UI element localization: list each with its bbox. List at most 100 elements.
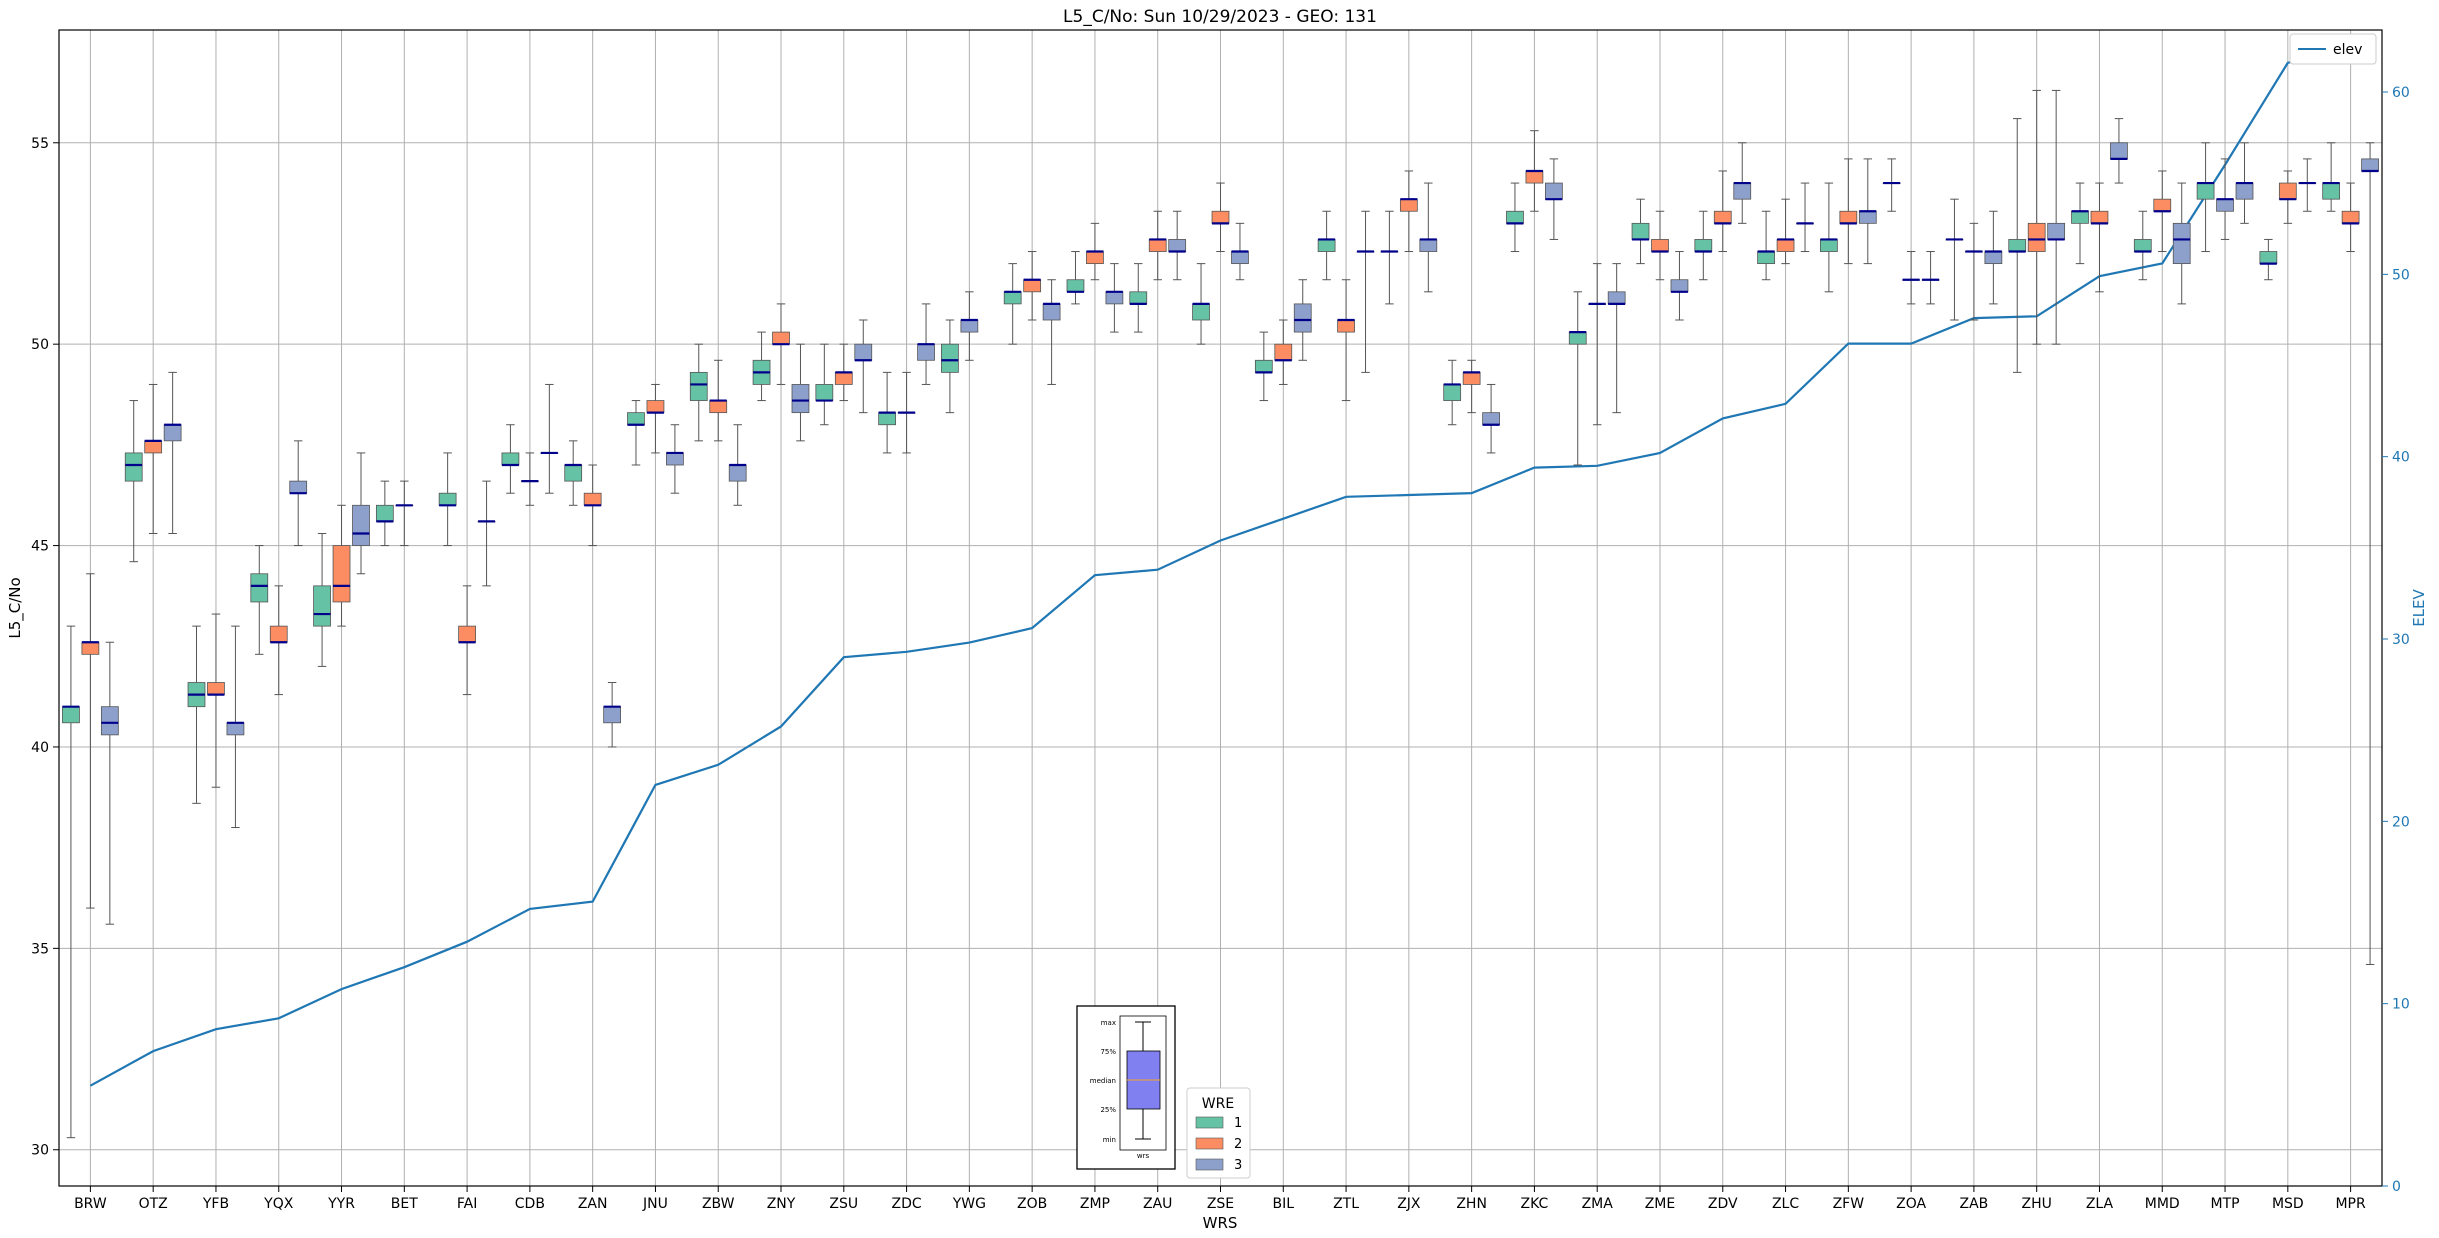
box-plot-yqx-wre3 [289,440,308,547]
box-plot-yyr-wre1 [313,532,331,667]
box-plot-zme-wre1 [1631,198,1650,265]
y2-tick-label: 0 [2392,1179,2401,1195]
x-tick-label: YQX [263,1196,294,1212]
y2-tick-label: 30 [2392,632,2410,648]
box-plot-mmd-wre3 [2172,182,2191,305]
x-tick-label: ZDC [892,1196,922,1212]
x-tick-label: JNU [642,1196,668,1212]
box-body [438,492,457,506]
box-plot-bil-wre1 [1254,331,1273,402]
y2-tick-label: 60 [2392,85,2410,101]
box-body [1651,239,1669,252]
box-body [564,464,583,482]
box-plot-zse-wre3 [1231,222,1249,281]
x-tick-label: ZTL [1333,1196,1359,1212]
x-tick-label: OTZ [139,1196,168,1212]
x-tick-label: FAI [457,1196,477,1212]
box-plot-zhu-wre3 [2047,89,2066,345]
box-body [728,464,747,482]
wre-legend-title: WRE [1202,1096,1234,1112]
box-body [1337,319,1355,333]
box-body [1042,303,1061,321]
box-body [1211,210,1230,224]
x-tick-label: CDB [515,1196,545,1212]
box-body [1525,170,1544,184]
box-body [250,573,269,603]
box-plot-fai-wre2 [458,585,476,696]
box-plot-zla-wre3 [2110,118,2128,184]
x-tick-label: ZNY [767,1196,796,1212]
box-plot-zdc-wre3 [897,371,916,454]
box-plot-zlc-wre1 [1757,210,1775,281]
box-plot-zme-wre2 [1651,210,1669,281]
box-body [941,343,959,373]
y-tick-label: 55 [31,136,49,152]
elev-legend: elev [2289,33,2377,65]
box-body [1129,291,1148,305]
box-body [2361,158,2379,172]
box-plot-zse-wre1 [1192,263,1210,345]
box-plot-jnu-wre2 [646,383,665,454]
x-tick-label: MSD [2272,1196,2304,1212]
box-plot-cdb-wre1 [501,424,520,494]
box-plot-zdc-wre1 [878,371,896,454]
box-plot-yfb-wre3 [226,625,245,829]
box-body [2071,210,2089,224]
box-plot-mtp-wre3 [2235,142,2254,224]
box-body [2196,182,2215,200]
y-tick-label: 30 [31,1143,49,1159]
box-plot-zau-wre3 [1168,210,1187,281]
x-tick-label: BRW [74,1196,107,1212]
box-plot-zkc-wre1 [1506,182,1524,253]
box-plot-zdv-wre3 [1733,142,1752,224]
y2-tick-label: 20 [2392,814,2410,830]
box-plot-zfw-wre1 [1819,182,1838,293]
x-tick-label: ZAN [578,1196,608,1212]
box-plot-zma-wre1 [1568,291,1587,466]
box-body [501,452,520,466]
chart-title: L5_C/No: Sun 10/29/2023 - GEO: 131 [1063,7,1377,27]
box-plot-brw-wre1 [62,625,80,1139]
wre-legend-label-1: 1 [1234,1116,1242,1131]
box-body [603,706,622,724]
box-plot-zdv-wre2 [1713,170,1732,253]
box-plot-zdc-wre3 [917,303,935,385]
box-body [1168,239,1187,252]
x-tick-label: ZKC [1521,1196,1549,1212]
box-body [124,452,143,482]
box-plot-zny-wre3 [791,343,810,442]
box-body [313,585,331,627]
box-body [1482,412,1500,426]
inset-xlabel: wrs [1137,1152,1150,1160]
box-body [1631,222,1650,240]
box-plot-zjx-wre2 [1399,170,1418,253]
box-body [144,440,163,454]
box-plot-msd-wre2 [2278,170,2297,224]
box-body [1317,239,1336,252]
box-body [1086,251,1104,265]
wre-legend-label-3: 3 [1234,1158,1242,1173]
box-plot-zoa-wre1 [1902,251,1920,305]
box-body [2027,222,2046,252]
x-tick-label: YWG [952,1196,986,1212]
box-body [81,641,100,655]
box-plot-fai-wre3 [477,480,496,587]
box-body [1254,359,1273,373]
box-plot-zfw-wre3 [1858,158,1877,265]
box-plot-mpr-wre2 [2341,182,2360,253]
box-plot-zlc-wre2 [1776,198,1795,265]
x-tick-label: ZLA [2086,1196,2114,1212]
box-plot-zau-wre2 [1148,210,1167,281]
box-plot-mpr-wre3 [2361,142,2379,965]
box-body [458,625,476,643]
box-plot-jnu-wre3 [666,424,684,494]
box-plot-otz-wre3 [163,371,182,534]
box-plot-zmp-wre3 [1105,263,1124,333]
box-plot-mtp-wre1 [2196,142,2215,253]
box-plot-mmd-wre1 [2133,210,2152,281]
box-plot-zny-wre1 [752,331,771,402]
y2-tick-label: 50 [2392,267,2410,283]
elev-legend-label: elev [2333,42,2362,58]
box-plot-zau-wre1 [1129,263,1148,333]
box-plot-bet-wre1 [375,480,394,547]
